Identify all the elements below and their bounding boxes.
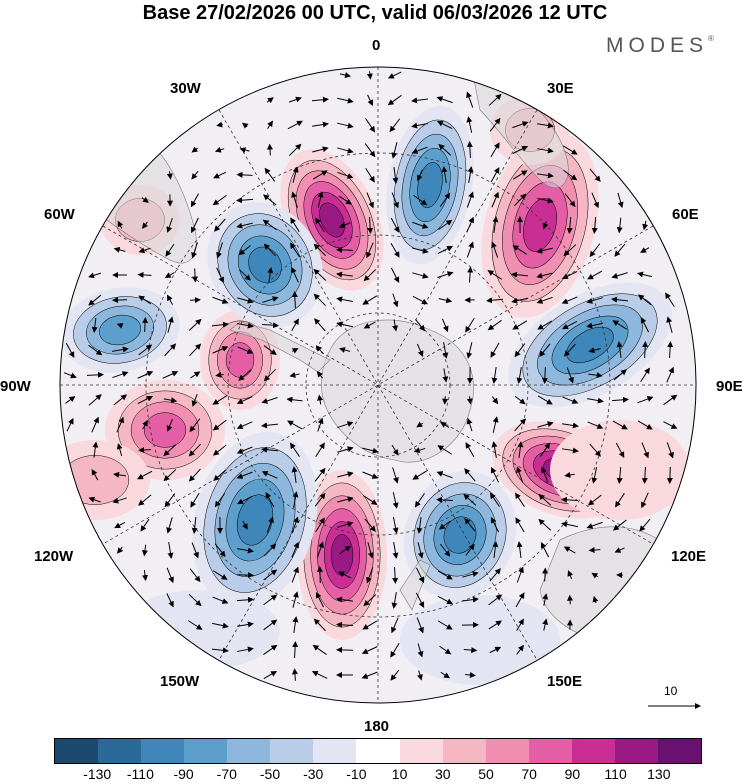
wind-vector (270, 145, 271, 156)
lon-label-120w: 120W (34, 548, 73, 565)
colorbar-swatch (486, 739, 529, 763)
colorbar-swatch (313, 739, 356, 763)
colorbar-tick-label: 90 (565, 766, 581, 782)
colorbar-tick-label: 70 (521, 766, 537, 782)
colorbar-tick-label: 10 (392, 766, 408, 782)
colorbar-tick-label: -90 (173, 766, 193, 782)
colorbar-tick-label: -110 (127, 766, 154, 782)
lon-label-150w: 150W (160, 673, 199, 690)
colorbar-tick-label: -30 (303, 766, 323, 782)
colorbar-swatch (400, 739, 443, 763)
colorbar (54, 738, 702, 764)
lon-label-90e: 90E (716, 378, 743, 395)
colorbar-swatch (141, 739, 184, 763)
colorbar-tick-label: 30 (435, 766, 451, 782)
wind-vector (670, 467, 671, 483)
colorbar-tick-label: -50 (260, 766, 280, 782)
wind-vector (237, 575, 253, 576)
positive-anomaly-contour (61, 455, 129, 504)
colorbar-swatch (443, 739, 486, 763)
lon-label-90w: 90W (0, 378, 31, 395)
negative-anomaly-contour (400, 595, 560, 685)
colorbar-swatch (615, 739, 658, 763)
lon-label-0: 0 (372, 37, 380, 54)
wind-vector (445, 396, 446, 404)
negative-anomaly-contour (120, 590, 280, 670)
colorbar-swatch (356, 739, 399, 763)
colorbar-tick-label: 50 (478, 766, 494, 782)
lon-label-60w: 60W (44, 206, 75, 223)
lon-label-150e: 150E (547, 673, 582, 690)
lon-label-60e: 60E (672, 206, 699, 223)
colorbar-tick-label: -70 (217, 766, 237, 782)
lon-label-120e: 120E (671, 548, 706, 565)
australia (540, 527, 682, 640)
colorbar-ticks: -130 -110 -90 -70 -50 -30 -10 10 30 50 70 90 110 130 (0, 766, 750, 784)
colorbar-swatch (270, 739, 313, 763)
colorbar-tick-label: 130 (647, 766, 670, 782)
colorbar-swatch (227, 739, 270, 763)
wind-vector (570, 596, 571, 605)
tasmania (570, 655, 595, 675)
wind-vector (545, 569, 546, 582)
colorbar-tick-label: -130 (83, 766, 111, 782)
colorbar-swatch (55, 739, 98, 763)
colorbar-tick-label: 110 (604, 766, 626, 782)
colorbar-swatch (529, 739, 572, 763)
colorbar-swatch (98, 739, 141, 763)
wind-vector (337, 250, 353, 251)
lon-label-180: 180 (364, 718, 389, 735)
colorbar-swatch (572, 739, 615, 763)
colorbar-swatch (658, 739, 701, 763)
colorbar-tick-label: -10 (346, 766, 366, 782)
colorbar-swatch (184, 739, 227, 763)
wind-vector (645, 342, 646, 358)
lon-label-30w: 30W (170, 80, 201, 97)
reference-vector-label: 10 (664, 684, 677, 698)
wind-vector (145, 318, 146, 332)
wind-vector (320, 567, 321, 583)
lon-label-30e: 30E (547, 80, 574, 97)
wind-vector (195, 268, 196, 281)
